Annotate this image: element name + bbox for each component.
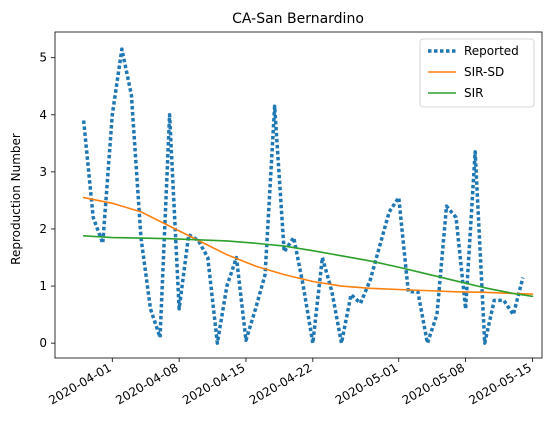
legend-label: SIR (464, 86, 484, 100)
legend: Reported SIR-SD SIR (419, 38, 535, 108)
y-tick-label: 5 (39, 51, 47, 65)
plot-area (81, 47, 534, 345)
x-tick-label: 2020-05-08 (400, 360, 467, 407)
y-tick-label: 2 (39, 222, 47, 236)
x-tick-label: 2020-04-01 (46, 360, 113, 407)
y-axis: 0 1 2 3 4 5 (39, 51, 55, 350)
legend-label: Reported (464, 44, 519, 58)
y-tick-label: 3 (39, 165, 47, 179)
x-axis: 2020-04-01 2020-04-08 2020-04-15 2020-04-22… (46, 358, 534, 407)
series-line-sir-sd (82, 196, 534, 295)
x-tick-label: 2020-05-01 (333, 360, 400, 407)
series-line-sir (82, 235, 534, 298)
legend-box (419, 38, 535, 108)
chart-title: CA-San Bernardino (232, 11, 364, 27)
series-line-reported (81, 47, 525, 345)
legend-label: SIR-SD (464, 65, 504, 79)
plot-frame (54, 31, 543, 359)
x-tick-label: 2020-04-08 (113, 360, 180, 407)
y-tick-label: 1 (39, 279, 47, 293)
y-tick-label: 0 (39, 336, 47, 350)
x-tick-label: 2020-04-15 (180, 360, 247, 407)
x-tick-label: 2020-05-15 (467, 360, 534, 407)
y-tick-label: 4 (39, 108, 47, 122)
y-axis-title: Reproduction Number (9, 133, 23, 265)
x-tick-label: 2020-04-22 (247, 360, 314, 407)
